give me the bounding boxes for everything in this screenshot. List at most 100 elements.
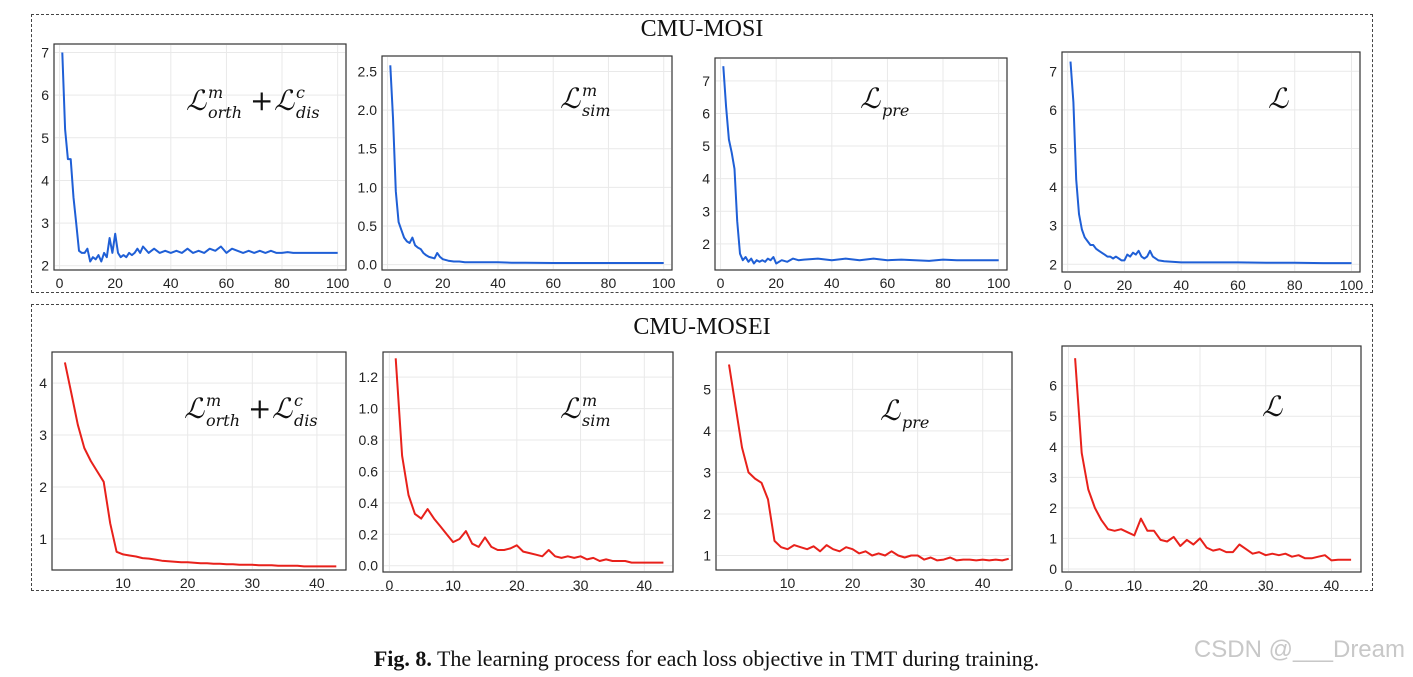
y-tick-label: 3 — [41, 215, 49, 231]
loss-chart-3: 0 20 40 60 80 100 2 3 4 5 6 7 ℒ — [1049, 51, 1363, 293]
y-tick-label: 7 — [702, 73, 710, 89]
loss-subscript: sim — [582, 411, 611, 430]
x-tick-label: 40 — [163, 275, 179, 291]
plot-area — [1061, 345, 1362, 573]
y-tick-label: 1 — [1049, 530, 1057, 546]
plot-area — [53, 43, 347, 271]
y-tick-label: 6 — [1049, 378, 1057, 394]
y-tick-label: 4 — [41, 172, 49, 188]
y-tick-label: 0.5 — [358, 218, 378, 234]
x-tick-label: 0 — [385, 577, 393, 593]
y-tick-label: 6 — [41, 87, 49, 103]
x-tick-label: 20 — [768, 275, 784, 291]
loss-chart-7: 0 10 20 30 40 0 1 2 3 4 5 6 ℒ — [1049, 345, 1362, 593]
caption-label: Fig. 8. — [373, 646, 432, 671]
mosei-group-title: CMU-MOSEI — [633, 314, 771, 340]
x-tick-label: 10 — [115, 575, 131, 591]
loss-symbol: ℒ — [560, 82, 581, 115]
x-tick-label: 100 — [326, 275, 350, 291]
y-tick-label: 2 — [702, 236, 710, 252]
plot-area — [714, 57, 1008, 271]
y-tick-label: 7 — [1049, 63, 1057, 79]
loss-symbol: ℒ — [880, 394, 901, 427]
loss-symbol: ℒ — [1268, 82, 1289, 115]
loss-subscript: pre — [902, 413, 929, 432]
loss-subscript: sim — [582, 101, 611, 120]
y-tick-label: 6 — [1049, 102, 1057, 118]
y-tick-label: 0.0 — [359, 558, 379, 574]
x-tick-label: 20 — [180, 575, 196, 591]
y-tick-label: 0.4 — [359, 495, 379, 511]
loss-series-line — [728, 364, 1009, 562]
y-tick-label: 1 — [39, 531, 47, 547]
y-tick-label: 6 — [702, 105, 710, 121]
x-tick-label: 40 — [824, 275, 840, 291]
loss-series-line — [389, 65, 664, 264]
x-tick-label: 0 — [1064, 277, 1072, 293]
loss-symbol: ℒ — [560, 392, 581, 425]
y-tick-label: 0.0 — [358, 257, 378, 273]
x-tick-label: 100 — [652, 275, 676, 291]
x-tick-label: 60 — [219, 275, 235, 291]
watermark: CSDN @___Dream — [1193, 636, 1405, 663]
x-tick-label: 0 — [1065, 577, 1073, 593]
y-tick-label: 1.0 — [358, 179, 378, 195]
loss-operator: + — [250, 84, 273, 117]
y-tick-label: 1 — [703, 547, 711, 563]
loss-series-line — [63, 362, 337, 568]
x-tick-label: 10 — [1126, 577, 1142, 593]
y-tick-label: 4 — [702, 171, 710, 187]
x-tick-label: 20 — [1117, 277, 1133, 293]
x-tick-label: 20 — [107, 275, 123, 291]
x-tick-label: 30 — [1258, 577, 1274, 593]
mosi-group-frame — [31, 14, 1373, 293]
x-tick-label: 100 — [987, 275, 1011, 291]
loss-subscript: orth — [208, 103, 242, 122]
y-tick-label: 5 — [1049, 140, 1057, 156]
mosi-group-title: CMU-MOSI — [640, 16, 764, 42]
mosei-group-frame — [31, 304, 1373, 591]
loss-subscript-2: dis — [296, 103, 320, 122]
x-tick-label: 20 — [845, 575, 861, 591]
loss-symbol: ℒ — [184, 392, 205, 425]
x-tick-label: 80 — [1287, 277, 1303, 293]
x-tick-label: 40 — [1173, 277, 1189, 293]
x-tick-label: 40 — [490, 275, 506, 291]
x-tick-label: 0 — [384, 275, 392, 291]
x-tick-label: 30 — [245, 575, 261, 591]
y-tick-label: 2 — [1049, 500, 1057, 516]
y-tick-label: 1.5 — [358, 141, 378, 157]
y-tick-label: 0 — [1049, 561, 1057, 577]
y-tick-label: 4 — [1049, 179, 1057, 195]
y-tick-label: 0.2 — [359, 526, 379, 542]
x-tick-label: 60 — [545, 275, 561, 291]
y-tick-label: 3 — [703, 464, 711, 480]
y-tick-label: 4 — [703, 423, 711, 439]
x-tick-label: 40 — [1324, 577, 1340, 593]
x-tick-label: 30 — [910, 575, 926, 591]
y-tick-label: 5 — [41, 130, 49, 146]
x-tick-label: 20 — [435, 275, 451, 291]
x-tick-label: 10 — [780, 575, 796, 591]
x-tick-label: 30 — [573, 577, 589, 593]
y-tick-label: 7 — [41, 45, 49, 61]
loss-series-line — [61, 52, 338, 263]
x-tick-label: 40 — [637, 577, 653, 593]
y-tick-label: 4 — [39, 375, 47, 391]
loss-label: ℒ — [1268, 82, 1289, 115]
loss-symbol-2: ℒ — [274, 84, 295, 117]
x-tick-label: 20 — [509, 577, 525, 593]
x-tick-label: 0 — [56, 275, 64, 291]
y-tick-label: 1.0 — [359, 401, 379, 417]
y-tick-label: 3 — [39, 427, 47, 443]
loss-superscript: m — [208, 83, 223, 102]
y-tick-label: 2 — [703, 506, 711, 522]
